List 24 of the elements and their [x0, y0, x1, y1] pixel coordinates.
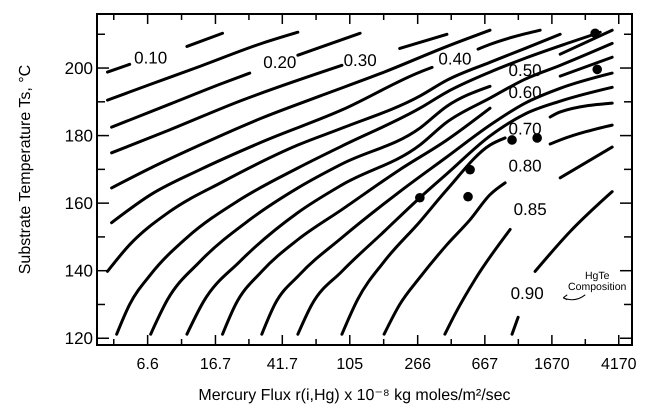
y-tick-label: 140 — [64, 262, 93, 281]
series-label: 0.40 — [438, 49, 472, 68]
series-label: 0.70 — [508, 120, 542, 139]
x-tick-label: 6.6 — [136, 356, 159, 373]
y-tick-label: 200 — [64, 58, 93, 78]
x-tick-label: 4170 — [600, 356, 637, 373]
series-label: 0.85 — [514, 200, 547, 219]
y-axis-title: Substrate Temperature Ts, °C — [17, 64, 34, 274]
series-label: 0.20 — [263, 52, 296, 72]
x-tick-label: 667 — [471, 356, 498, 373]
x-tick-label: 266 — [404, 356, 432, 373]
x-tick-label: 16.7 — [200, 356, 232, 373]
x-tick-label: 41.7 — [266, 356, 298, 373]
y-tick-label: 160 — [64, 194, 93, 214]
legend-label: 0.90 — [510, 284, 544, 303]
y-tick-label: 180 — [64, 126, 93, 146]
annotation: HgTe Composition — [568, 270, 627, 293]
x-axis-title: Mercury Flux r(i,Hg) x 10⁻⁸ kg moles/m²/sec — [198, 387, 511, 404]
x-tick-label: 1670 — [534, 356, 570, 373]
series-label: 0.10 — [134, 48, 168, 68]
series-label: 0.30 — [344, 50, 377, 70]
series-label: 0.80 — [508, 156, 542, 176]
x-tick-label: 105 — [336, 356, 364, 373]
y-tick-label: 120 — [64, 329, 93, 348]
